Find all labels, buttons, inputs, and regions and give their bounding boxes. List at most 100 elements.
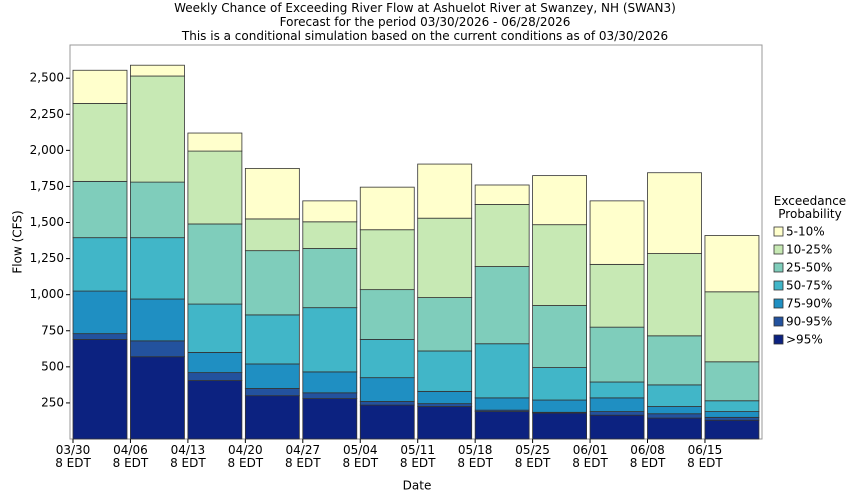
legend-swatch <box>773 226 784 237</box>
chart-title: Weekly Chance of Exceeding River Flow at… <box>174 1 676 15</box>
bar-segment <box>244 395 300 440</box>
bar-segment <box>130 75 185 183</box>
bar-segment <box>187 352 243 374</box>
x-tick-label: 03/30 8 EDT <box>55 443 91 470</box>
bar-segment <box>474 343 530 399</box>
chart-subtitle: Forecast for the period 03/30/2026 - 06/… <box>279 15 571 29</box>
bar-segment <box>187 223 243 305</box>
x-tick-label: 05/25 8 EDT <box>514 443 551 470</box>
bar-segment <box>302 248 358 309</box>
x-tick-label: 05/18 8 EDT <box>457 443 493 470</box>
bar-segment <box>359 289 415 340</box>
bar-segment <box>302 392 358 399</box>
legend-label: 50-75% <box>786 279 832 293</box>
bar-segment <box>72 237 128 292</box>
bar-segment <box>244 250 300 316</box>
bar-segment <box>187 303 243 353</box>
x-tick-label: 04/13 8 EDT <box>170 443 206 470</box>
bar-segment <box>704 291 760 363</box>
bar-segment <box>244 388 300 397</box>
bar-segment <box>417 403 473 407</box>
y-tick-label: 750 <box>41 323 64 337</box>
bar-segment <box>474 397 530 411</box>
bar-segment <box>704 400 760 412</box>
bar-segment <box>244 314 300 365</box>
legend-label: 10-25% <box>786 243 832 257</box>
bar-segment <box>417 350 473 392</box>
bar-segment <box>704 361 760 402</box>
bar-segment <box>417 406 473 440</box>
y-tick-label: 1,250 <box>30 251 64 265</box>
bar-segment <box>474 204 530 267</box>
bar-segment <box>589 414 645 440</box>
y-tick-label: 1,750 <box>30 179 64 193</box>
x-tick-label: 04/20 8 EDT <box>227 443 264 470</box>
bar-segment <box>187 132 243 152</box>
y-tick-label: 500 <box>41 359 64 373</box>
bar-segment <box>302 398 358 440</box>
bar-segment <box>244 167 300 220</box>
x-tick-label: 06/15 8 EDT <box>687 443 723 470</box>
legend-swatch <box>773 316 784 327</box>
bar-segment <box>589 381 645 399</box>
bar-segment <box>417 390 473 405</box>
x-tick-label: 06/01 8 EDT <box>572 443 608 470</box>
bar-segment <box>359 229 415 291</box>
bar-segment <box>72 339 128 440</box>
bar-segment <box>417 217 473 298</box>
legend-title: Exceedance Probability <box>773 194 847 221</box>
bar-segment <box>187 150 243 225</box>
y-tick-label: 250 <box>41 395 64 409</box>
bar-segment <box>130 181 185 239</box>
bar-segment <box>130 340 185 358</box>
bar-segment <box>704 235 760 293</box>
bar-segment <box>417 297 473 352</box>
bar-segment <box>474 266 530 345</box>
y-tick-label: 2,500 <box>30 71 64 85</box>
bar-segment <box>532 412 587 440</box>
bar-segment <box>244 363 300 389</box>
bar-segment <box>72 69 128 104</box>
bar-segment <box>72 103 128 182</box>
bar-segment <box>302 200 358 223</box>
bar-segment <box>474 184 530 205</box>
bar-segment <box>72 180 128 239</box>
bar-segment <box>532 367 587 401</box>
bar-segment <box>130 237 185 300</box>
legend-swatch <box>773 298 784 309</box>
bar-segment <box>359 404 415 440</box>
y-tick-label: 2,000 <box>30 143 64 157</box>
bar-segment <box>532 305 587 368</box>
x-tick-label: 05/04 8 EDT <box>342 443 379 470</box>
y-axis-label: Flow (CFS) <box>11 210 25 273</box>
x-tick-label: 06/08 8 EDT <box>629 443 666 470</box>
bar-segment <box>532 224 587 306</box>
bar-segment <box>72 290 128 335</box>
bar-segment <box>532 175 587 226</box>
chart-subtitle: This is a conditional simulation based o… <box>181 29 669 43</box>
legend-label: >95% <box>786 333 823 347</box>
bar-segment <box>589 200 645 265</box>
bar-segment <box>704 419 760 440</box>
bar-segment <box>359 401 415 406</box>
bar-segment <box>130 64 185 77</box>
bar-segment <box>704 411 760 418</box>
bar-segment <box>647 253 702 337</box>
y-tick-label: 1,500 <box>30 215 64 229</box>
legend-label: 75-90% <box>786 297 832 311</box>
legend-swatch <box>773 334 784 345</box>
x-tick-label: 04/27 8 EDT <box>284 443 321 470</box>
bar-segment <box>244 218 300 252</box>
plot-area <box>69 44 763 440</box>
bar-segment <box>130 298 185 342</box>
x-tick-label: 05/11 8 EDT <box>399 443 436 470</box>
bar-segment <box>130 356 185 440</box>
legend-label: 5-10% <box>786 225 825 239</box>
y-tick-label: 2,250 <box>30 107 64 121</box>
bar-segment <box>302 371 358 394</box>
y-tick-label: 1,000 <box>30 287 64 301</box>
bar-segment <box>187 380 243 440</box>
bar-segment <box>647 172 702 254</box>
